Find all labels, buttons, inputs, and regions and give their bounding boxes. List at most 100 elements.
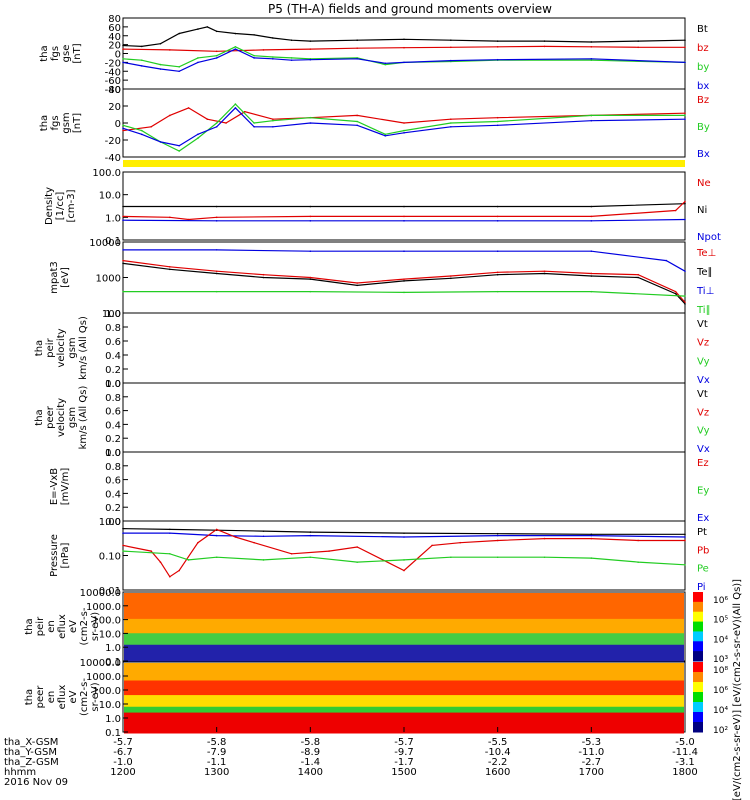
data-point xyxy=(496,40,499,42)
data-point xyxy=(234,48,237,50)
series-line-Te∥ xyxy=(122,262,686,305)
data-point xyxy=(450,275,452,277)
data-point xyxy=(309,205,312,208)
data-point xyxy=(356,282,358,284)
data-point xyxy=(496,556,499,559)
data-point xyxy=(272,56,274,58)
y-tick-label: 1000 xyxy=(96,274,121,285)
y-tick-label: 10000.0 xyxy=(80,658,121,669)
data-point xyxy=(234,32,237,35)
data-point xyxy=(262,273,265,276)
y-tick-label: 1.0 xyxy=(105,213,121,224)
data-point xyxy=(215,57,218,59)
data-point xyxy=(684,303,686,305)
y-axis-label: [nT] xyxy=(72,113,83,133)
data-point xyxy=(215,125,218,128)
data-point xyxy=(272,119,274,122)
heatmap-band xyxy=(124,680,684,684)
data-point xyxy=(140,133,143,136)
heatmap-band xyxy=(124,692,684,696)
x-row-label: hhmm xyxy=(4,767,36,778)
heatmap-band xyxy=(124,613,684,617)
data-point xyxy=(159,42,162,45)
data-point xyxy=(403,46,405,49)
data-point xyxy=(215,556,218,559)
x-tick-label: 1200 xyxy=(110,767,135,778)
colorbar-segment xyxy=(693,722,703,733)
data-point xyxy=(590,215,593,218)
data-point xyxy=(169,575,171,578)
data-point xyxy=(684,39,686,41)
data-point xyxy=(496,124,499,127)
data-point xyxy=(169,268,171,271)
data-point xyxy=(197,61,199,64)
data-point xyxy=(496,273,499,276)
colorbar-segment xyxy=(693,692,703,703)
data-point xyxy=(684,564,686,566)
data-point xyxy=(234,46,237,48)
x-tick-label: -5.0 xyxy=(675,737,695,748)
y-tick-label: 0.4 xyxy=(105,351,121,362)
data-point xyxy=(178,70,180,73)
data-point xyxy=(253,34,255,36)
data-point xyxy=(140,65,143,67)
data-point xyxy=(122,58,124,60)
data-point xyxy=(356,114,358,117)
y-tick-label: 1.0 xyxy=(105,714,121,725)
y-axis-label: sr-eV) xyxy=(90,612,101,641)
data-point xyxy=(215,272,218,275)
data-point xyxy=(122,44,124,47)
x-date-label: 2016 Nov 09 xyxy=(4,777,68,788)
data-point xyxy=(590,58,593,60)
data-point xyxy=(356,546,358,548)
y-axis-label: Density xyxy=(44,187,55,225)
x-row-label: tha_Y-GSM xyxy=(4,747,57,758)
data-point xyxy=(169,552,171,555)
data-point xyxy=(665,259,668,262)
panel-frame xyxy=(122,17,686,90)
data-point xyxy=(150,550,152,552)
y-tick-label: 0.01 xyxy=(99,586,121,597)
data-point xyxy=(590,114,593,117)
x-tick-label: -5.3 xyxy=(582,737,602,748)
x-tick-label: 1500 xyxy=(391,767,416,778)
data-point xyxy=(403,569,405,572)
data-point xyxy=(197,541,199,544)
data-point xyxy=(187,218,190,221)
heatmap-band xyxy=(124,668,684,673)
data-point xyxy=(637,561,639,563)
data-point xyxy=(197,57,199,59)
data-point xyxy=(637,40,639,42)
data-point xyxy=(356,120,358,123)
data-point xyxy=(403,280,405,282)
data-point xyxy=(309,278,312,280)
y-axis-label: E=-VxB xyxy=(49,468,60,505)
data-point xyxy=(403,291,405,294)
y-tick-label: 20 xyxy=(108,102,121,113)
data-point xyxy=(122,532,124,534)
data-point xyxy=(684,295,686,297)
data-point xyxy=(450,556,452,559)
data-point xyxy=(403,205,405,208)
y-axis-label: eflux xyxy=(57,614,68,639)
legend-label: by xyxy=(697,62,709,73)
y-axis-label: en xyxy=(46,620,57,633)
legend-label: Bt xyxy=(697,24,708,35)
heatmap-band xyxy=(124,616,684,620)
data-point xyxy=(403,278,405,280)
y-axis-label: tha xyxy=(24,618,35,634)
data-point xyxy=(159,561,162,563)
data-point xyxy=(215,270,218,273)
y-axis-label: [cm-3] xyxy=(66,189,77,222)
series-line-Bx xyxy=(122,107,686,147)
y-axis-label: velocity xyxy=(56,398,67,437)
data-point xyxy=(403,215,405,218)
y-tick-label: 0 xyxy=(115,50,121,61)
data-point xyxy=(684,218,686,221)
data-point xyxy=(403,61,405,64)
plot-title: P5 (TH-A) fields and ground moments over… xyxy=(268,2,552,16)
data-point xyxy=(637,46,639,49)
y-axis-label: eV xyxy=(68,620,79,633)
heatmap-band xyxy=(124,659,684,663)
data-point xyxy=(403,559,405,561)
